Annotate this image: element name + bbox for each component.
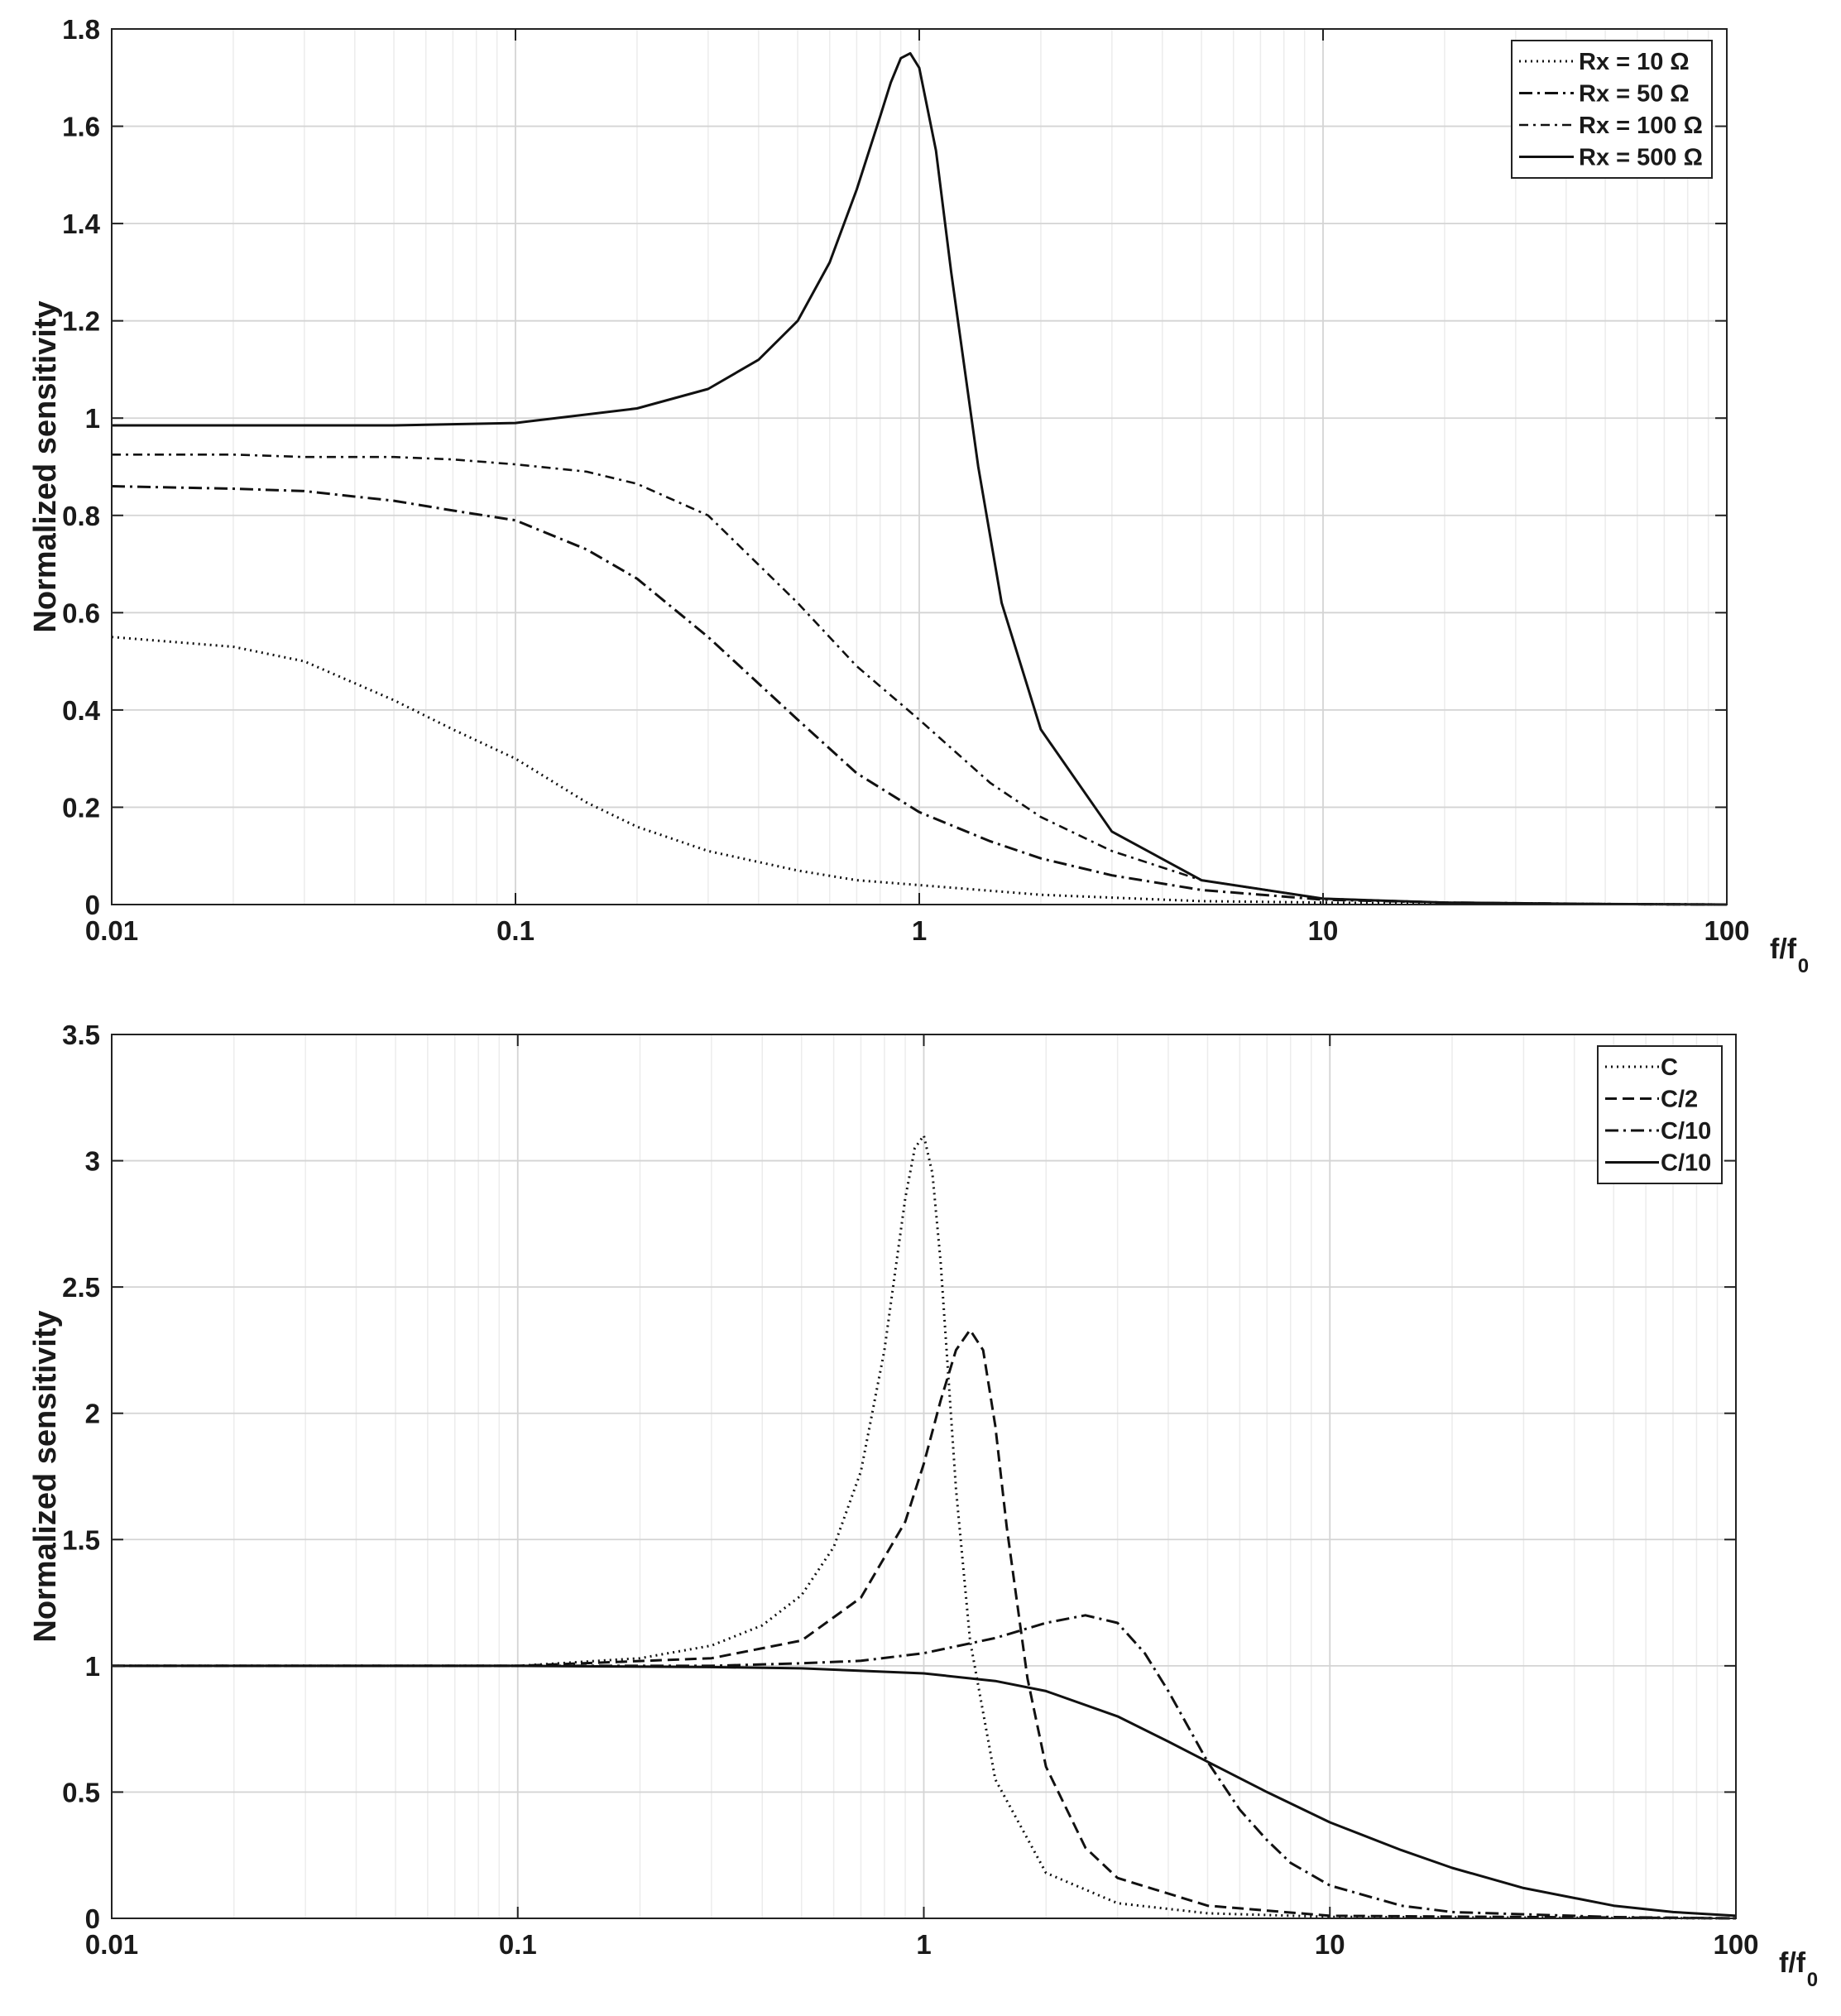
y-tick-label: 1 (85, 403, 100, 434)
legend: C C/2 C/10 C/10 (1597, 1045, 1723, 1184)
y-tick-label: 3.5 (62, 1020, 100, 1050)
x-tick-label: 1 (912, 915, 927, 946)
y-axis-label: Normalized sensitivity (28, 1310, 63, 1642)
y-tick-label: 1.5 (62, 1524, 100, 1555)
legend-label-1: C/2 (1661, 1087, 1698, 1113)
series-line-3 (112, 1664, 1737, 1918)
x-tick-label: 10 (1308, 915, 1339, 946)
x-tick-label: 0.01 (85, 1929, 138, 1960)
legend-label-0: Rx = 10 Ω (1579, 49, 1690, 75)
x-tick-label: 1 (916, 1929, 931, 1960)
series-group (112, 1134, 1737, 1920)
legend-label-2: Rx = 100 Ω (1579, 113, 1703, 139)
y-tick-label: 1 (85, 1651, 100, 1682)
legend-box (1597, 1045, 1723, 1184)
y-tick-label: 3 (85, 1146, 100, 1177)
legend-label-2: C/10 (1661, 1118, 1711, 1145)
series-line-1 (111, 485, 1728, 906)
y-tick-label: 0.6 (62, 598, 100, 628)
y-tick-label: 0.8 (62, 501, 100, 531)
y-tick-label: 0.2 (62, 792, 100, 823)
y-tick-label: 0.4 (62, 695, 101, 726)
legend-label-3: C/10 (1661, 1150, 1711, 1177)
y-tick-label: 1.4 (62, 209, 101, 239)
legend-label-0: C (1661, 1054, 1678, 1081)
x-axis-label-subscript: 0 (1807, 1969, 1818, 1991)
legend: Rx = 10 Ω Rx = 50 Ω Rx = 100 Ω Rx = 500 Ω (1511, 40, 1713, 179)
y-tick-label: 1.8 (62, 14, 100, 45)
series-line-0 (111, 636, 1728, 906)
x-tick-label: 100 (1713, 1929, 1758, 1960)
series-line-1 (112, 1328, 1737, 1920)
x-tick-label: 0.01 (85, 915, 138, 946)
y-tick-label: 0 (85, 890, 100, 920)
y-tick-label: 1.2 (62, 306, 100, 337)
x-tick-label: 100 (1704, 915, 1749, 946)
series-line-3 (112, 51, 1728, 906)
x-axis-label: f/f (1779, 1947, 1806, 1979)
y-tick-label: 2 (85, 1399, 100, 1429)
series-line-2 (112, 1614, 1737, 1920)
y-tick-label: 1.6 (62, 112, 100, 142)
series-group (111, 51, 1728, 906)
x-tick-label: 10 (1315, 1929, 1345, 1960)
y-tick-label: 0 (85, 1903, 100, 1934)
chart-panel-bottom: 0.01 0.1 1 10 100 0 0.5 1 1.5 2 2.5 3 3.5 Normalized … (28, 1020, 1818, 1991)
y-tick-label: 0.5 (62, 1777, 100, 1807)
tick-group: 0.01 0.1 1 10 100 0 0.5 1 1.5 2 2.5 3 3.5 (62, 1020, 1758, 1960)
x-tick-label: 0.1 (496, 915, 535, 946)
x-tick-label: 0.1 (499, 1929, 537, 1960)
legend-box (1511, 40, 1713, 179)
y-axis-label: Normalized sensitivity (28, 300, 63, 632)
x-axis-label-subscript: 0 (1798, 955, 1809, 977)
grid (111, 28, 1728, 905)
grid (111, 1034, 1737, 1919)
y-tick-label: 2.5 (62, 1272, 100, 1303)
x-axis-label: f/f (1770, 934, 1797, 965)
legend-label-1: Rx = 50 Ω (1579, 81, 1690, 108)
chart-panel-top: 0.01 0.1 1 10 100 0 0.2 0.4 0.6 0.8 1 1.2 1.4 1.6 1.8 N… (28, 14, 1809, 977)
tick-group: 0.01 0.1 1 10 100 0 0.2 0.4 0.6 0.8 1 1.2 1.4 1.6 1.8 (62, 14, 1749, 946)
legend-label-3: Rx = 500 Ω (1579, 145, 1703, 171)
